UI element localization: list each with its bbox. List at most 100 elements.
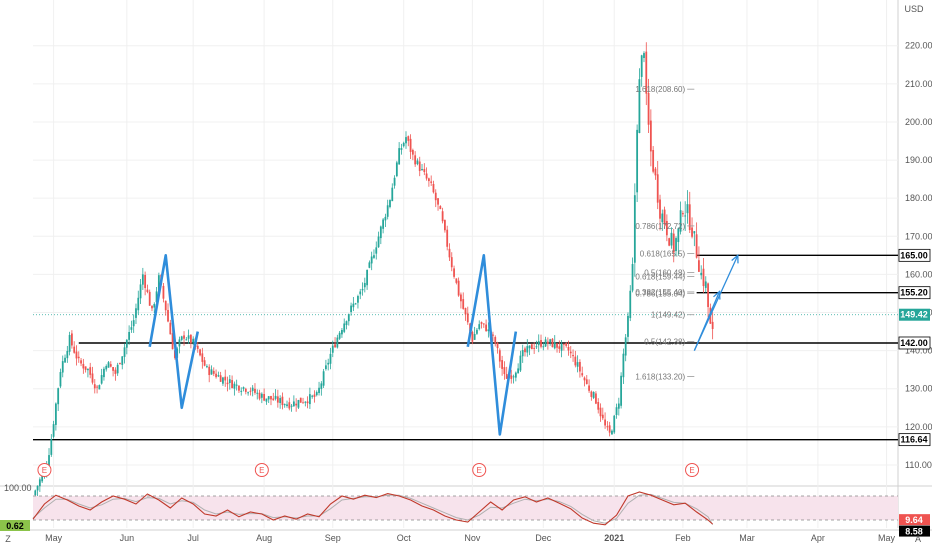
candle-body [517, 368, 520, 374]
candle-body [38, 479, 41, 487]
candle-body [71, 333, 73, 346]
candle-body [116, 364, 119, 374]
candle-body [242, 387, 245, 389]
candle-body [514, 372, 517, 378]
candle-body [240, 390, 243, 392]
candle-body [256, 392, 259, 394]
candle-body [77, 356, 80, 359]
candle-body [688, 204, 691, 231]
y-tick-label: 190.00 [905, 155, 932, 165]
currency-label[interactable]: USD [904, 4, 924, 14]
candlestick-series [34, 42, 714, 497]
candle-body [359, 291, 362, 295]
candle-body [212, 370, 215, 374]
candle-body [647, 92, 650, 125]
x-tick-label: May [45, 533, 63, 543]
candle-body [208, 366, 211, 376]
y-tick-label: 210.00 [905, 79, 932, 89]
earnings-marker[interactable] [472, 463, 487, 477]
candle-body [36, 485, 39, 491]
candle-body [595, 393, 597, 404]
candle-body [192, 338, 195, 343]
footer-left-label[interactable]: Z [5, 534, 11, 544]
candle-body [361, 288, 364, 291]
earnings-marker[interactable] [37, 463, 52, 477]
candle-body [146, 289, 149, 292]
y-tick-label: 140.00 [905, 346, 932, 356]
x-tick-label: Mar [739, 533, 755, 543]
candle-body [178, 339, 181, 347]
candle-body [100, 375, 103, 384]
y-tick-label: 200.00 [905, 117, 932, 127]
oscillator-bottom-label: 0.62 [6, 521, 24, 531]
candle-body [125, 339, 128, 348]
candle-body [196, 345, 199, 349]
candle-body [292, 401, 295, 407]
level-tag [898, 336, 931, 350]
oscillator-bottom-tag [0, 520, 30, 531]
candle-body [281, 396, 284, 406]
candle-body [169, 322, 172, 335]
candle-body [370, 256, 373, 264]
candle-body [533, 347, 536, 349]
candle-body [66, 350, 69, 359]
candle-body [411, 149, 414, 155]
candle-body [620, 375, 623, 406]
footer-right-label[interactable]: A [915, 534, 921, 544]
candle-body [343, 323, 346, 332]
candle-body [75, 351, 78, 359]
candle-body [203, 360, 206, 366]
projection-arrowhead [731, 253, 739, 264]
candle-body [224, 376, 227, 381]
candle-body [347, 314, 350, 322]
candle-body [512, 376, 515, 378]
earnings-marker-label: E [689, 466, 694, 475]
candle-body [157, 275, 160, 293]
candle-body [272, 398, 275, 401]
fib-label: 0.786(172.72) [635, 222, 685, 231]
candle-body [114, 369, 117, 374]
candle-body [57, 388, 60, 405]
candle-body [684, 215, 687, 217]
time-axis[interactable]: May Jun Jul Aug Sep Oct Nov Dec 2021 Feb Mar Apr May [45, 533, 895, 543]
candle-body [247, 392, 250, 394]
candle-body [661, 213, 664, 223]
candle-body [501, 360, 504, 369]
candle-body [226, 382, 229, 385]
candle-body [34, 490, 37, 496]
candle-body [430, 181, 433, 183]
candle-body [402, 142, 405, 147]
candle-body [274, 395, 277, 399]
candle-body [395, 162, 398, 177]
candle-body [167, 309, 169, 322]
y-tick-label: 170.00 [905, 231, 932, 241]
candle-body [171, 333, 174, 350]
candle-body [251, 387, 254, 391]
earnings-marker[interactable] [254, 463, 269, 477]
candle-body [112, 367, 114, 371]
candle-body [604, 419, 606, 426]
x-tick-label: Jun [120, 533, 135, 543]
candle-body [444, 220, 446, 231]
drawing-tools[interactable] [148, 253, 739, 436]
price-tags: 165.00 155.20 142.00 116.64 149.42 9.64 8.58 [898, 248, 931, 537]
candle-body [357, 296, 359, 303]
candle-body [210, 369, 213, 375]
earnings-marker[interactable] [685, 463, 700, 477]
candle-body [665, 220, 668, 236]
candle-body [524, 348, 526, 353]
candle-body [148, 291, 151, 306]
candle-body [478, 324, 481, 330]
candle-body [551, 338, 554, 348]
candle-body [462, 299, 465, 309]
candle-body [670, 232, 673, 246]
candle-body [510, 375, 513, 379]
candle-body [187, 335, 190, 339]
y-tick-label: 160.00 [905, 269, 932, 279]
candle-body [659, 199, 661, 219]
candle-body [686, 204, 689, 214]
candle-body [654, 168, 657, 176]
